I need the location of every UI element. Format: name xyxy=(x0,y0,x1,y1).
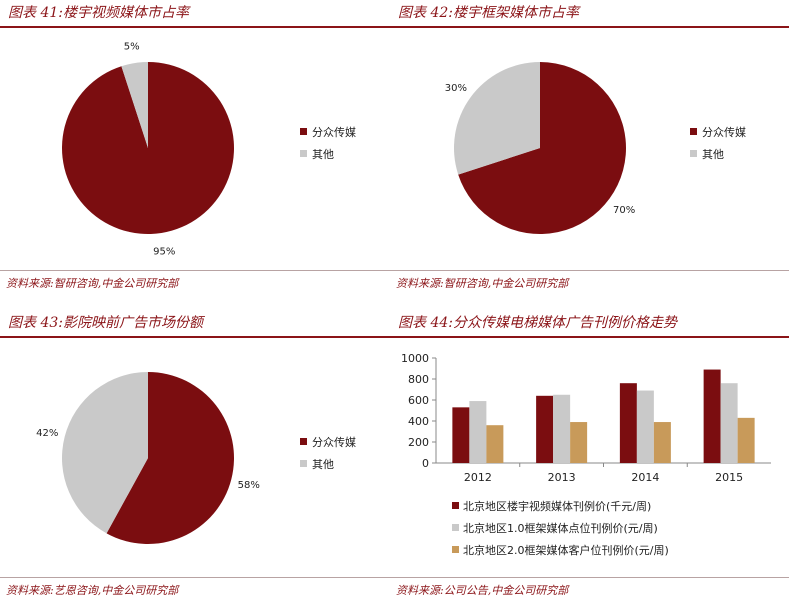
bar-2015-series-2 xyxy=(737,417,755,463)
legend-swatch xyxy=(300,460,307,467)
panel-chart-43: 图表 43:影院映前广告市场份额 58% 42% 分众传媒其他 资料来源:艺恩咨询,… xyxy=(0,310,390,600)
x-tick-label: 2014 xyxy=(631,471,659,484)
legend-swatch xyxy=(300,128,307,135)
legend-label: 北京地区1.0框架媒体点位刊例价(元/周) xyxy=(463,521,658,535)
y-tick-label: 800 xyxy=(408,373,429,386)
title-rule xyxy=(0,26,390,28)
chart-title: 图表 44:分众传媒电梯媒体广告刊例价格走势 xyxy=(398,315,677,331)
source-rule xyxy=(0,270,390,271)
pie-value-label: 42% xyxy=(36,428,58,439)
pie-value-label: 30% xyxy=(445,83,467,94)
title-rule xyxy=(390,336,789,338)
legend-swatch xyxy=(452,546,459,553)
bar-2015-series-0 xyxy=(703,369,721,463)
x-tick-label: 2012 xyxy=(464,471,492,484)
pie-slice-1 xyxy=(121,62,148,148)
legend-label: 分众传媒 xyxy=(312,126,356,139)
legend-swatch xyxy=(690,128,697,135)
pie-value-label: 5% xyxy=(124,41,140,52)
pie-value-label: 70% xyxy=(613,205,635,216)
bar-2014-series-2 xyxy=(653,422,671,463)
legend-label: 其他 xyxy=(702,148,724,161)
pie-value-label: 95% xyxy=(153,247,175,258)
bar-2013-series-1 xyxy=(553,394,571,463)
y-tick-label: 0 xyxy=(422,457,429,470)
legend-label: 北京地区2.0框架媒体客户位刊例价(元/周) xyxy=(463,543,669,557)
chart-title: 图表 43:影院映前广告市场份额 xyxy=(8,315,203,331)
legend-swatch xyxy=(452,524,459,531)
pie-slice-0 xyxy=(106,372,234,544)
chart-title: 图表 41:楼宇视频媒体市占率 xyxy=(8,5,189,21)
source-rule xyxy=(390,270,789,271)
x-tick-label: 2015 xyxy=(715,471,743,484)
bar-chart: 0 200 400 600 800 1000 2012 2013 2014 2015 北京地区楼宇视… xyxy=(401,352,771,557)
source-rule xyxy=(0,577,390,578)
legend-label: 其他 xyxy=(312,458,334,471)
pie-slice-0 xyxy=(458,62,626,234)
bar-2012-series-1 xyxy=(469,401,487,463)
y-tick-label: 200 xyxy=(408,436,429,449)
source-note: 资料来源:智研咨询,中金公司研究部 xyxy=(396,277,569,290)
bar-2014-series-1 xyxy=(636,390,654,463)
chart-title: 图表 42:楼宇框架媒体市占率 xyxy=(398,5,579,21)
pie-slice-1 xyxy=(61,372,148,534)
panel-chart-41: 图表 41:楼宇视频媒体市占率 95% 5% 分众传媒其他 资料来源:智研咨询,中金… xyxy=(0,0,390,300)
title-rule xyxy=(0,336,390,338)
bar-2012-series-0 xyxy=(452,407,470,463)
legend-swatch xyxy=(300,150,307,157)
panel-chart-44: 图表 44:分众传媒电梯媒体广告刊例价格走势 0 200 400 600 800 1000… xyxy=(390,310,789,600)
bar-2012-series-2 xyxy=(486,425,504,463)
bar-2013-series-2 xyxy=(570,422,588,463)
title-rule xyxy=(390,26,789,28)
x-tick-label: 2013 xyxy=(548,471,576,484)
y-tick-label: 600 xyxy=(408,394,429,407)
bar-2015-series-1 xyxy=(720,383,738,463)
source-note: 资料来源:智研咨询,中金公司研究部 xyxy=(6,277,179,290)
bar-2014-series-0 xyxy=(619,383,637,463)
panel-chart-42: 图表 42:楼宇框架媒体市占率 70% 30% 分众传媒其他 资料来源:智研咨询,中… xyxy=(390,0,789,300)
legend-label: 分众传媒 xyxy=(702,126,746,139)
source-rule xyxy=(390,577,789,578)
pie-value-label: 58% xyxy=(238,480,260,491)
pie-slice-1 xyxy=(454,62,540,175)
legend-swatch xyxy=(452,502,459,509)
source-note: 资料来源:公司公告,中金公司研究部 xyxy=(396,584,569,597)
y-tick-label: 400 xyxy=(408,415,429,428)
legend-swatch xyxy=(300,438,307,445)
bar-2013-series-0 xyxy=(536,395,554,463)
y-tick-label: 1000 xyxy=(401,352,429,365)
legend-label: 分众传媒 xyxy=(312,436,356,449)
source-note: 资料来源:艺恩咨询,中金公司研究部 xyxy=(6,584,179,597)
legend-label: 其他 xyxy=(312,148,334,161)
legend-swatch xyxy=(690,150,697,157)
legend-label: 北京地区楼宇视频媒体刊例价(千元/周) xyxy=(463,499,651,513)
